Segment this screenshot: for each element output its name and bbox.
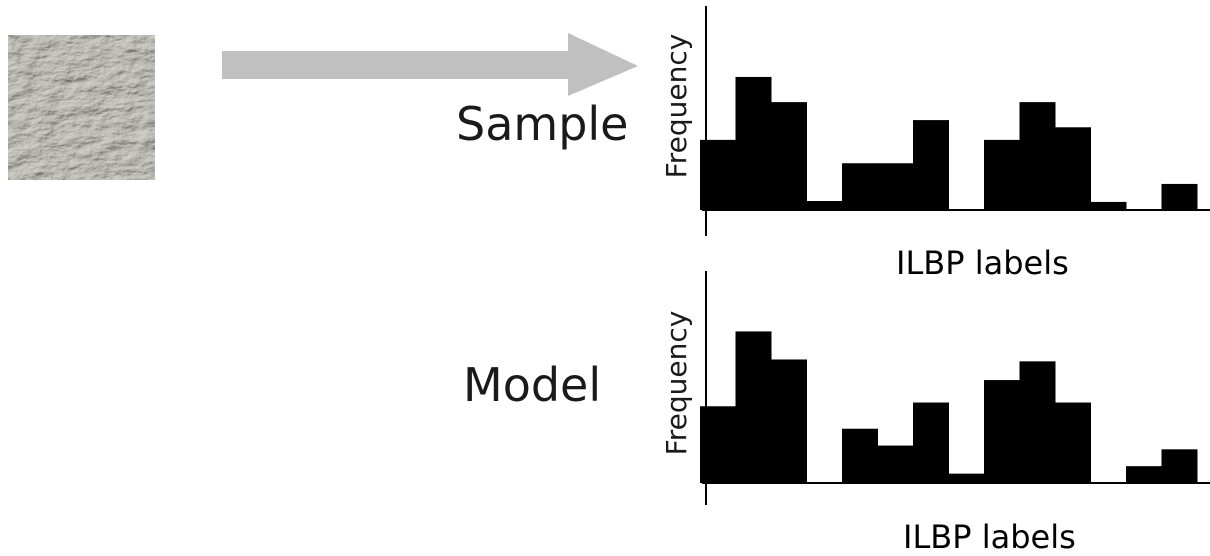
sample-histogram: Frequency (660, 6, 1210, 236)
histogram-bar (1161, 183, 1198, 210)
histogram-bar (1055, 127, 1091, 210)
texture-sample-image (8, 35, 155, 180)
histogram-bar (948, 473, 985, 483)
sample-label: Sample (456, 97, 629, 151)
histogram-bar (1090, 201, 1127, 210)
histogram-bar (984, 139, 1020, 210)
histogram-bar (842, 428, 878, 483)
histogram-bar (771, 359, 807, 483)
histogram-bar (913, 120, 949, 210)
histogram-bar (842, 163, 878, 210)
histogram-bar (771, 102, 807, 210)
histogram-bar (735, 331, 772, 483)
histogram-bar (877, 445, 914, 483)
model-label: Model (463, 358, 602, 412)
histogram-bar (1161, 449, 1198, 483)
y-axis-label: Frequency (660, 34, 693, 179)
histogram-bar (913, 402, 949, 483)
sample-x-axis-label: ILBP labels (896, 244, 1069, 282)
model-histogram: Frequency (660, 271, 1210, 505)
histogram-bar (806, 201, 843, 210)
histogram-bar (877, 163, 914, 210)
histogram-bar (735, 76, 772, 210)
y-axis-label: Frequency (660, 311, 693, 456)
histogram-bar (1019, 102, 1056, 210)
histogram-bar (984, 380, 1020, 483)
histogram-bar (1055, 402, 1091, 483)
histogram-bar (1019, 361, 1056, 483)
model-x-axis-label: ILBP labels (903, 518, 1076, 556)
arrow-icon (222, 33, 638, 96)
histogram-bar (1126, 466, 1162, 483)
